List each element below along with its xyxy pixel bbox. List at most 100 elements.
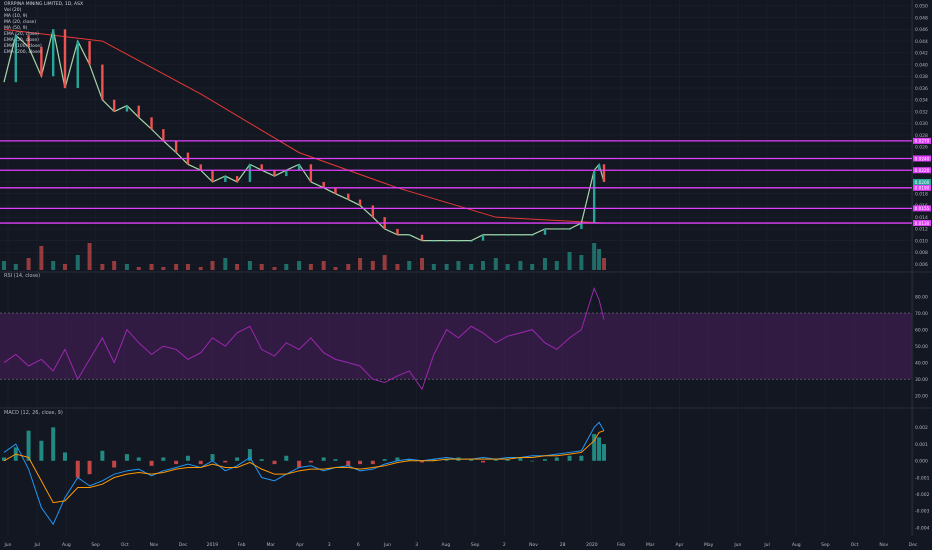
x-tick-label: May [704,542,714,548]
rsi-tick-label: 80.00 [915,294,928,300]
volume-bar [382,255,387,270]
price-candle [51,29,55,77]
volume-bar [321,261,326,270]
price-candle [506,234,509,236]
volume-bar [272,267,277,270]
volume-bar [161,267,166,270]
legend-line-vol: Vol (20) [4,8,22,13]
price-tick-label: 0.034 [915,98,928,104]
x-tick-label: 2019 [207,542,219,548]
x-tick-label: Dec [909,542,918,548]
legend-line-ma20: MA (20, close) [4,20,37,25]
price-candle [530,234,534,236]
price-tick-label: 0.026 [915,145,928,151]
volume-bar [597,249,602,270]
price-candle [519,234,522,236]
level-price-label: 0.0240 [915,156,930,161]
volume-bar [567,252,572,270]
volume-bar [602,258,606,270]
price-candle [40,46,43,77]
price-candle [347,193,350,200]
macd-histogram-bar [407,459,412,461]
volume-bar [505,264,510,270]
rsi-tick-label: 50.00 [915,344,928,350]
volume-bar [259,264,264,270]
macd-panel-label: MACD (12, 26, close, 9) [4,410,63,416]
x-tick-label: Mar [646,542,655,548]
price-candle [63,29,67,89]
price-candle [580,223,583,229]
macd-histogram-bar [149,460,154,466]
x-tick-label: 3 [415,542,418,548]
macd-histogram-bar [247,449,252,461]
macd-histogram-bar [297,460,302,468]
volume-bar [284,264,289,270]
price-tick-label: 0.008 [915,250,928,256]
volume-bar [235,264,240,270]
macd-histogram-bar [210,454,215,461]
price-tick-label: 0.050 [915,4,928,10]
price-tick-label: 0.042 [915,51,928,57]
price-candle [555,228,558,230]
price-candle [334,187,337,194]
macd-histogram-bar [469,459,474,461]
x-tick-label: Sep [91,542,100,548]
price-candle [481,234,485,241]
price-tick-label: 0.044 [915,39,928,45]
x-tick-label: Oct [851,542,859,548]
volume-bar [75,255,80,270]
x-tick-label: 6 [357,542,360,548]
x-tick-label: Feb [617,542,625,548]
price-candle [445,240,448,242]
price-tick-label: 0.010 [915,238,928,244]
macd-histogram-bar [493,459,498,461]
x-tick-label: 28 [560,542,566,548]
chart-title: ORRPINA MINING LIMITED, 1D, ASX [4,2,84,7]
macd-histogram-bar [358,460,363,465]
macd-histogram-bar [518,457,523,461]
volume-bar [51,261,56,270]
price-candle [592,170,596,224]
volume-bar [579,255,584,270]
price-candle [494,234,498,236]
price-candle [285,170,288,177]
price-candle [248,164,252,182]
price-candle [162,129,165,141]
price-candle [224,176,227,182]
x-tick-label: Nov [150,542,159,548]
price-tick-label: 0.030 [915,121,928,127]
macd-histogram-bar [112,460,117,468]
volume-bar [407,261,412,270]
rsi-tick-label: 70.00 [915,311,928,317]
x-tick-label: 2 [503,542,506,548]
x-tick-label: Apr [676,542,684,548]
x-tick-label: Aug [442,542,451,548]
macd-histogram-bar [579,455,584,461]
x-tick-label: Nov [879,542,888,548]
macd-histogram-bar [444,459,449,461]
level-price-label: 0.0270 [915,139,930,144]
level-price-tag [913,205,931,212]
level-price-tag [913,220,931,227]
x-tick-label: Jul [33,542,39,548]
price-candle [309,164,313,182]
macd-histogram-bar [505,459,510,461]
price-candle [408,234,411,236]
macd-histogram-bar [567,455,572,461]
price-tick-label: 0.014 [915,215,928,221]
x-tick-label: Jun [3,542,11,548]
price-tick-label: 0.012 [915,227,928,233]
volume-bar [100,264,105,270]
rsi-panel-label: RSI (14, close) [4,273,41,279]
macd-histogram-bar [62,452,67,461]
x-tick-label: Jun [383,542,391,548]
macd-histogram-bar [2,457,6,461]
price-candle [174,140,178,153]
volume-bar [370,261,375,270]
x-tick-label: Sep [821,542,830,548]
price-tick-label: 0.006 [915,262,928,268]
volume-bar [395,264,400,270]
price-candle [125,105,129,112]
macd-histogram-bar [602,444,606,461]
